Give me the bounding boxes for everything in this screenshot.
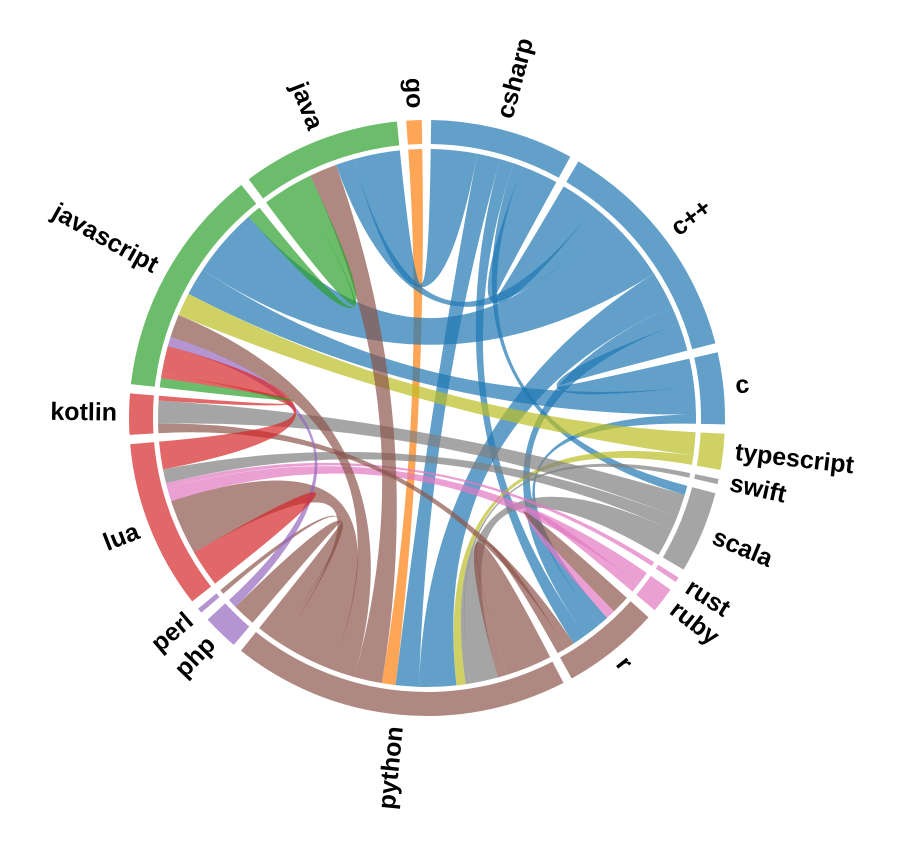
- group-arc: [694, 352, 725, 425]
- group-arc: [130, 184, 257, 387]
- group-label: scala: [708, 523, 778, 573]
- ribbon: [475, 159, 586, 644]
- ribbon: [523, 511, 627, 612]
- ribbon: [188, 269, 696, 415]
- group-arc: [406, 120, 423, 145]
- ribbon: [487, 166, 595, 304]
- ribbon: [178, 293, 696, 456]
- group-arc: [207, 603, 250, 645]
- ribbon: [353, 149, 478, 288]
- ribbons: [157, 149, 696, 687]
- group-label: c: [734, 370, 751, 399]
- group-arc: [655, 564, 679, 583]
- ribbon: [419, 273, 672, 687]
- ribbon: [171, 480, 358, 670]
- ribbon: [381, 149, 423, 686]
- group-arc: [198, 593, 220, 613]
- group-arc: [129, 393, 154, 435]
- group-label: r: [610, 651, 638, 676]
- group-arc: [560, 601, 649, 679]
- ribbon: [159, 378, 294, 401]
- group-label: kotlin: [50, 398, 117, 427]
- ribbon: [556, 323, 695, 395]
- group-label: java: [285, 77, 330, 134]
- ribbon: [523, 306, 679, 636]
- ribbon: [159, 346, 297, 470]
- group-arc: [248, 121, 400, 199]
- ribbon: [166, 462, 655, 567]
- group-label: csharp: [491, 35, 539, 121]
- ribbon: [202, 216, 654, 345]
- ribbon: [170, 315, 371, 678]
- group-arc: [696, 432, 725, 470]
- group-arc: [130, 442, 212, 602]
- ribbon: [335, 159, 609, 307]
- group-label: python: [373, 725, 409, 811]
- group-label: c++: [665, 193, 716, 241]
- group-arc: [240, 632, 564, 716]
- ribbon: [473, 540, 566, 678]
- group-arc: [430, 120, 571, 178]
- ribbon: [194, 492, 317, 584]
- ribbon: [310, 164, 397, 684]
- group-label: javascript: [47, 197, 164, 279]
- group-label: swift: [727, 469, 789, 509]
- ribbon: [220, 515, 342, 645]
- ribbon: [395, 153, 501, 687]
- group-label: go: [400, 77, 429, 109]
- ribbon: [475, 541, 551, 675]
- group-arc: [636, 575, 671, 611]
- group-arc: [566, 161, 716, 350]
- ribbon: [158, 373, 294, 406]
- group-label: lua: [99, 517, 144, 557]
- ribbon: [162, 451, 678, 530]
- ribbon: [248, 175, 357, 309]
- ribbon: [235, 520, 344, 642]
- group-arc: [694, 474, 719, 485]
- ribbon: [157, 400, 685, 518]
- ribbon: [463, 496, 672, 684]
- group-arc: [662, 487, 716, 570]
- ribbon: [167, 466, 647, 585]
- ribbon: [491, 163, 688, 495]
- group-arcs: [129, 120, 725, 716]
- ribbon: [266, 182, 356, 306]
